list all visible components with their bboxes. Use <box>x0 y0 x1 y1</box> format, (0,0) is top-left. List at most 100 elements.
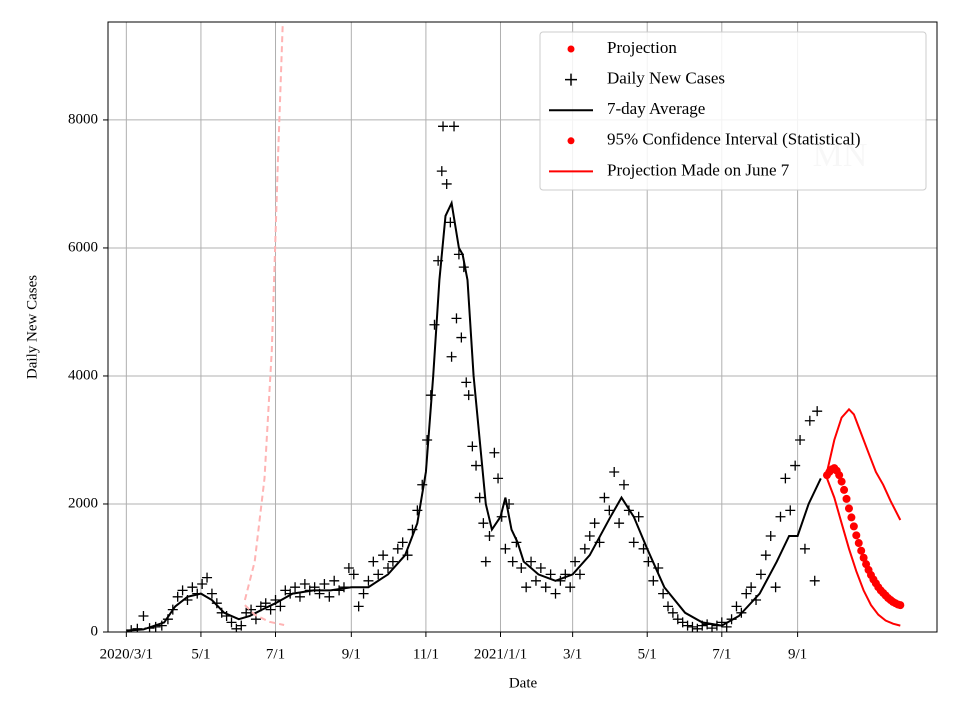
daily-case-marker <box>343 562 354 573</box>
daily-case-marker <box>172 591 183 602</box>
daily-case-marker <box>463 390 474 401</box>
legend-label: Projection <box>607 38 677 57</box>
daily-case-marker <box>436 166 447 177</box>
daily-case-marker <box>785 505 796 516</box>
daily-case-marker <box>604 505 615 516</box>
axes-frame <box>107 21 938 633</box>
daily-case-marker <box>478 518 489 529</box>
daily-case-marker <box>489 447 500 458</box>
daily-case-marker <box>648 575 659 586</box>
daily-case-marker <box>618 479 629 490</box>
daily-case-marker <box>368 556 379 567</box>
x-tick-label: 5/1 <box>191 646 210 662</box>
daily-case-marker <box>667 607 678 618</box>
daily-case-marker <box>348 569 359 580</box>
daily-case-marker <box>236 620 247 631</box>
daily-case-marker <box>540 582 551 593</box>
daily-case-marker <box>628 537 639 548</box>
daily-case-marker <box>438 121 449 132</box>
y-tick-label: 2000 <box>68 495 98 511</box>
projection-point <box>854 539 863 548</box>
x-tick-label: 11/1 <box>413 646 439 662</box>
legend-label: 95% Confidence Interval (Statistical) <box>607 130 861 149</box>
x-tick-label: 7/1 <box>712 646 731 662</box>
x-axis-label: Date <box>509 675 538 691</box>
daily-case-marker <box>445 217 456 228</box>
legend-label: 7-day Average <box>607 99 705 118</box>
daily-case-marker <box>643 556 654 567</box>
y-tick-label: 8000 <box>68 111 98 127</box>
daily-case-marker <box>461 377 472 388</box>
daily-case-marker <box>687 621 698 632</box>
y-tick-label: 0 <box>91 623 99 639</box>
daily-case-marker <box>526 556 537 567</box>
projection-point <box>859 553 868 562</box>
daily-case-marker <box>260 598 271 609</box>
projection-point <box>837 477 846 486</box>
daily-case-marker <box>392 543 403 554</box>
projection-point <box>840 485 849 494</box>
daily-case-marker <box>663 601 674 612</box>
daily-case-marker <box>780 473 791 484</box>
x-tick-label: 2020/3/1 <box>100 646 153 662</box>
daily-case-marker <box>507 556 518 567</box>
series-line <box>126 199 822 632</box>
daily-case-marker <box>682 620 693 631</box>
daily-case-marker <box>584 530 595 541</box>
daily-case-marker <box>746 582 757 593</box>
series-line <box>243 22 284 601</box>
daily-case-marker <box>741 588 752 599</box>
daily-case-marker <box>373 569 384 580</box>
daily-case-marker <box>353 601 364 612</box>
daily-case-marker <box>731 601 742 612</box>
legend-box <box>539 31 927 191</box>
x-tick-label: 5/1 <box>638 646 657 662</box>
daily-case-marker <box>290 582 301 593</box>
daily-case-marker <box>187 582 198 593</box>
daily-case-marker <box>565 582 576 593</box>
daily-case-marker <box>480 556 491 567</box>
y-tick-label: 6000 <box>68 239 98 255</box>
daily-case-marker <box>474 492 485 503</box>
daily-case-marker <box>138 610 149 621</box>
x-tick-label: 9/1 <box>342 646 361 662</box>
projection-point <box>896 601 905 610</box>
daily-case-marker <box>760 550 771 561</box>
daily-case-marker <box>451 313 462 324</box>
daily-case-marker <box>206 588 217 599</box>
series-line <box>826 478 901 627</box>
legend-label: Daily New Cases <box>607 69 725 88</box>
daily-case-marker <box>545 569 556 580</box>
daily-case-marker <box>441 178 452 189</box>
daily-case-marker <box>633 511 644 522</box>
daily-case-marker <box>226 617 237 628</box>
legend-marker <box>565 73 577 86</box>
series-line <box>826 407 902 521</box>
axes: 2020/3/1 5/1 7/1 9/1 11/1 2021/1/1 3/1 5/1 7/1 9/… <box>68 111 807 662</box>
daily-case-marker <box>812 406 823 417</box>
daily-case-marker <box>755 569 766 580</box>
x-tick-label: 3/1 <box>563 646 582 662</box>
daily-case-marker <box>599 492 610 503</box>
y-axis-label: Daily New Cases <box>24 275 40 379</box>
daily-case-marker <box>521 582 532 593</box>
daily-case-marker <box>246 604 257 615</box>
daily-case-marker <box>589 518 600 529</box>
daily-case-marker <box>299 578 310 589</box>
daily-case-marker <box>579 543 590 554</box>
legend-label: Projection Made on June 7 <box>607 160 790 179</box>
projection-point <box>842 494 851 503</box>
daily-case-marker <box>412 505 423 516</box>
projection-point <box>852 531 861 540</box>
projection-point <box>857 546 866 555</box>
daily-case-marker <box>765 530 776 541</box>
x-tick-label: 9/1 <box>788 646 807 662</box>
daily-case-marker <box>530 575 541 586</box>
legend-marker <box>567 137 575 145</box>
projection-point <box>847 513 856 522</box>
daily-case-marker <box>358 588 369 599</box>
daily-case-marker <box>446 351 457 362</box>
daily-case-marker <box>775 511 786 522</box>
daily-case-marker <box>397 537 408 548</box>
